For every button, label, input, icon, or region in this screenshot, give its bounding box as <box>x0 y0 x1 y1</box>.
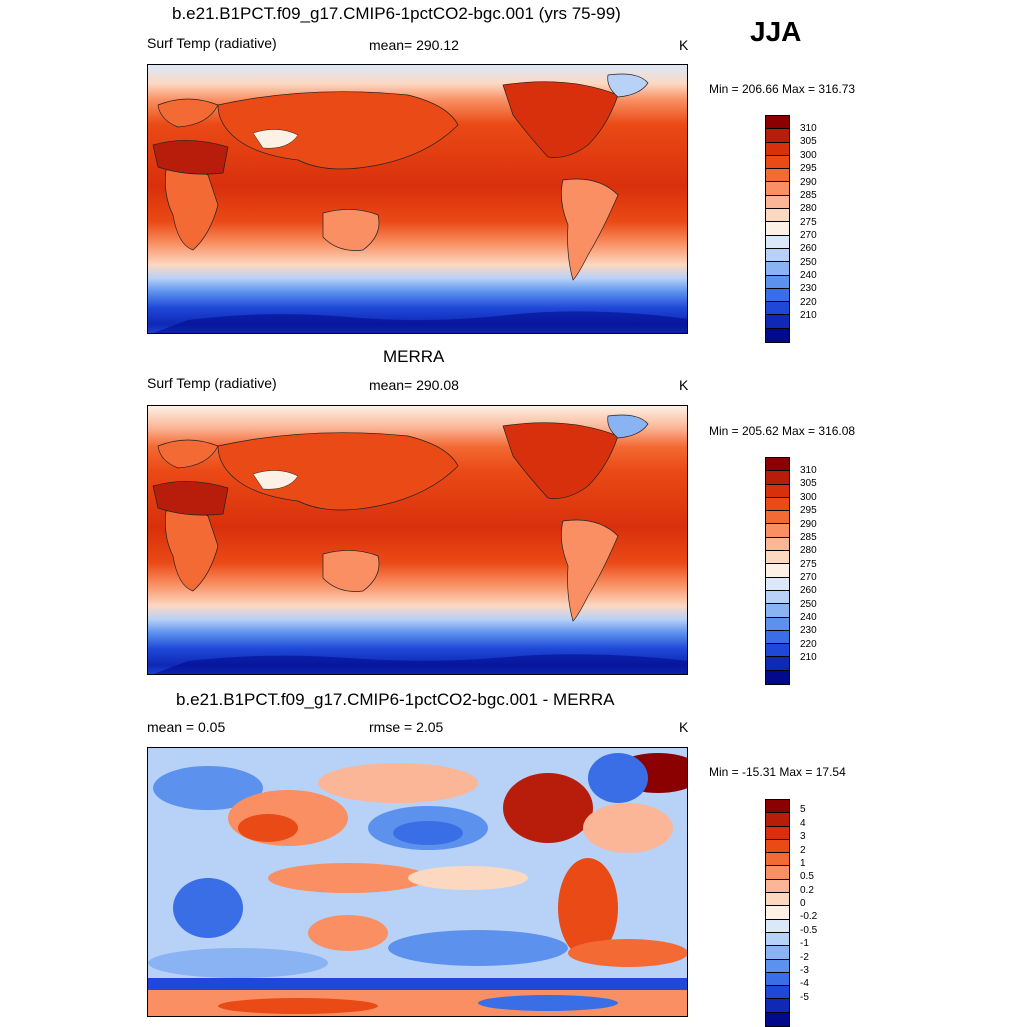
panel-3-colorbar-tick: -0.5 <box>800 925 818 936</box>
panel-3-colorbar-tick: 0.5 <box>800 871 814 882</box>
panel-2-colorbar-tick: 230 <box>800 625 817 636</box>
panel-2-colorbar-tick: 285 <box>800 532 817 543</box>
panel-3-colorbar-tick: 3 <box>800 831 806 842</box>
panel-3-rmse-label: rmse = 2.05 <box>369 719 444 735</box>
panel-1-colorbar-tick: 280 <box>800 203 817 214</box>
panel-3-colorbar-tick: 0 <box>800 898 806 909</box>
panel-2-colorbar-tick: 310 <box>800 465 817 476</box>
panel-1-minmax: Min = 206.66 Max = 316.73 <box>709 82 856 96</box>
panel-1-colorbar-tick: 290 <box>800 177 817 188</box>
panel-3-colorbar-tick: 0.2 <box>800 885 814 896</box>
panel-2-minmax: Min = 205.62 Max = 316.08 <box>709 424 856 438</box>
panel-1-map-field <box>148 65 687 333</box>
panel-2-colorbar-tick: 250 <box>800 599 817 610</box>
panel-1-colorbar-tick: 240 <box>800 270 817 281</box>
panel-1-variable-label: Surf Temp (radiative) <box>147 35 277 51</box>
panel-1-colorbar-tick: 250 <box>800 257 817 268</box>
panel-3-title: b.e21.B1PCT.f09_g17.CMIP6-1pctCO2-bgc.00… <box>176 690 615 709</box>
panel-3-map <box>147 747 688 1017</box>
panel-1-colorbar-tick: 305 <box>800 136 817 147</box>
panel-2-colorbar-tick: 220 <box>800 639 817 650</box>
panel-1-colorbar-tick: 295 <box>800 163 817 174</box>
panel-3-colorbar-tick: 2 <box>800 845 806 856</box>
panel-1-colorbar-tick: 275 <box>800 217 817 228</box>
panel-1-colorbar-tick: 310 <box>800 123 817 134</box>
panel-1-units: K <box>679 37 689 53</box>
panel-3-colorbar-tick: 4 <box>800 818 806 829</box>
panel-2-map <box>147 405 688 675</box>
panel-2-variable-label: Surf Temp (radiative) <box>147 375 277 391</box>
panel-1-colorbar-tick: 285 <box>800 190 817 201</box>
panel-3-colorbar-tick: -4 <box>800 978 809 989</box>
panel-1-colorbar <box>765 115 790 344</box>
panel-1-colorbar-tick: 220 <box>800 297 817 308</box>
panel-3-units: K <box>679 719 689 735</box>
panel-2-colorbar-tick: 305 <box>800 478 817 489</box>
panel-3-minmax: Min = -15.31 Max = 17.54 <box>709 765 846 779</box>
panel-1-colorbar-tick: 260 <box>800 243 817 254</box>
panel-3-mean-label: mean = 0.05 <box>147 719 226 735</box>
panel-3-colorbar-tick: -0.2 <box>800 911 818 922</box>
panel-1-colorbar-tick: 270 <box>800 230 817 241</box>
panel-2-colorbar-tick: 240 <box>800 612 817 623</box>
panel-2-units: K <box>679 377 689 393</box>
panel-3-colorbar <box>765 799 790 1027</box>
panel-1-mean-label: mean= 290.12 <box>369 37 459 53</box>
panel-2-map-field <box>148 406 687 674</box>
panel-3-colorbar-tick: 5 <box>800 804 806 815</box>
panel-2-colorbar-tick: 210 <box>800 652 817 663</box>
panel-1-colorbar-tick: 300 <box>800 150 817 161</box>
panel-2-colorbar-tick: 270 <box>800 572 817 583</box>
panel-3-colorbar-tick: -2 <box>800 952 809 963</box>
panel-2-colorbar <box>765 457 790 686</box>
panel-3-colorbar-tick: -5 <box>800 992 809 1003</box>
panel-1-colorbar-tick: 210 <box>800 310 817 321</box>
panel-2-colorbar-tick: 275 <box>800 559 817 570</box>
panel-2-colorbar-tick: 260 <box>800 585 817 596</box>
panel-2-mean-label: mean= 290.08 <box>369 377 459 393</box>
panel-3-colorbar-tick: 1 <box>800 858 806 869</box>
panel-2-title: MERRA <box>383 347 445 366</box>
panel-1-map <box>147 64 688 334</box>
panel-2-colorbar-tick: 280 <box>800 545 817 556</box>
panel-2-colorbar-tick: 295 <box>800 505 817 516</box>
panel-1-title: b.e21.B1PCT.f09_g17.CMIP6-1pctCO2-bgc.00… <box>172 4 621 23</box>
panel-3-map-field <box>148 748 687 1016</box>
panel-3-colorbar-tick: -3 <box>800 965 809 976</box>
season-label: JJA <box>750 16 802 47</box>
panel-2-colorbar-tick: 290 <box>800 519 817 530</box>
panel-2-colorbar-tick: 300 <box>800 492 817 503</box>
panel-3-colorbar-tick: -1 <box>800 938 809 949</box>
panel-1-colorbar-tick: 230 <box>800 283 817 294</box>
